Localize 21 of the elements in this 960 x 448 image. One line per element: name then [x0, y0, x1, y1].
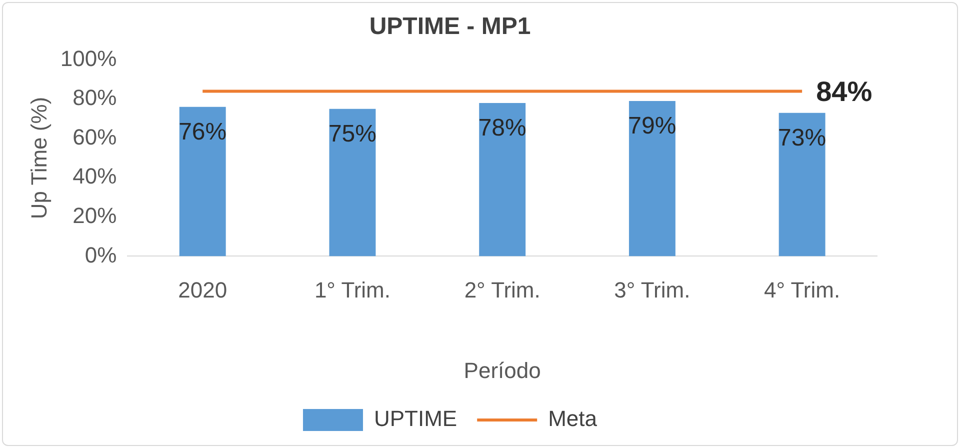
x-tick-label: 2° Trim.	[464, 277, 540, 302]
legend-label: UPTIME	[374, 406, 458, 432]
y-tick-label: 100%	[60, 46, 117, 71]
chart-title: UPTIME - MP1	[369, 13, 531, 40]
x-tick-label: 4° Trim.	[764, 277, 840, 302]
data-label: 79%	[628, 112, 676, 140]
data-label: 78%	[478, 114, 526, 142]
x-tick-label: 2020	[178, 277, 228, 302]
y-tick-label: 40%	[72, 164, 117, 189]
x-tick-label: 3° Trim.	[614, 277, 690, 302]
y-tick-label: 20%	[72, 202, 117, 228]
x-tick-label: 1° Trim.	[314, 277, 390, 302]
data-label: 76%	[178, 118, 227, 146]
data-label: 84%	[816, 76, 872, 107]
legend-label: Meta	[548, 406, 598, 432]
y-tick-label: 0%	[84, 242, 117, 268]
x-axis-title: Período	[464, 358, 541, 383]
data-label: 73%	[778, 124, 826, 152]
y-axis-title: Up Time (%)	[26, 96, 52, 220]
y-tick-label: 60%	[72, 124, 117, 150]
y-tick-label: 80%	[72, 85, 117, 110]
